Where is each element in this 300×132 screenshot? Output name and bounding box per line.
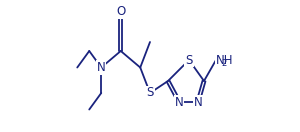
- Text: N: N: [97, 61, 106, 74]
- Text: N: N: [194, 95, 202, 109]
- Text: S: S: [185, 53, 193, 67]
- Text: 2: 2: [222, 59, 227, 68]
- Text: S: S: [146, 86, 154, 100]
- Text: N: N: [175, 95, 184, 109]
- Text: NH: NH: [216, 53, 233, 67]
- Text: O: O: [116, 5, 125, 18]
